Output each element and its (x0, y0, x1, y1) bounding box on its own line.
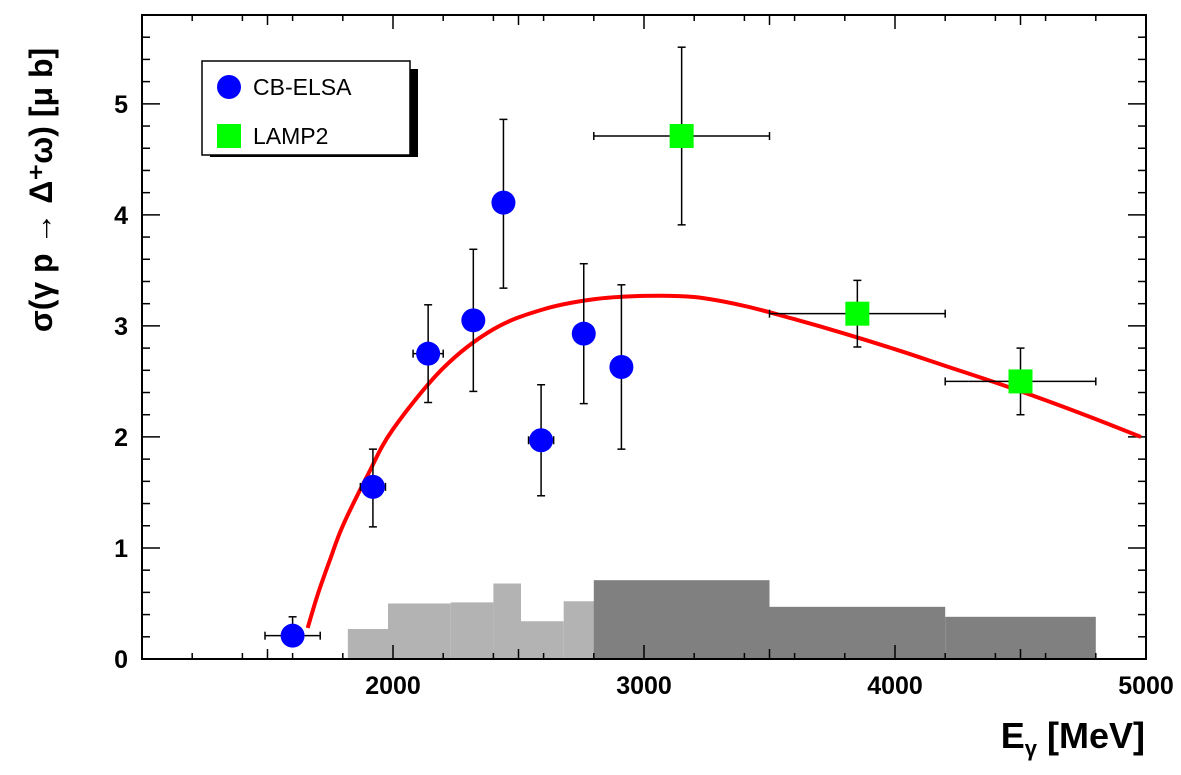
x-axis-title-unit: [MeV] (1037, 715, 1145, 756)
systematic-error-bands (347, 580, 1096, 659)
x-axis-title-subscript: γ (1025, 736, 1038, 761)
legend-label-lamp2: LAMP2 (253, 123, 328, 149)
y-tick-label: 2 (114, 424, 128, 452)
axis-ticks (142, 15, 1147, 660)
point-cb-elsa-0 (280, 623, 305, 648)
legend-label-cb-elsa: CB-ELSA (253, 74, 352, 100)
x-tick-label: 3000 (616, 672, 672, 700)
point-cb-elsa-5 (529, 428, 554, 453)
y-tick-label: 4 (114, 202, 128, 230)
y-axis-title: σ(γ p → Δ⁺ω) [μ b] (23, 48, 59, 332)
point-cb-elsa-3 (461, 308, 486, 333)
legend: CB-ELSA LAMP2 (201, 60, 418, 157)
point-cb-elsa-6 (571, 321, 596, 346)
systematic-bin-0-1 (387, 603, 451, 659)
x-tick-label: 5000 (1118, 672, 1174, 700)
fit-curve (305, 293, 1142, 629)
point-cb-elsa-7 (609, 354, 634, 379)
y-tick-label: 1 (114, 535, 128, 563)
systematic-bin-1-1 (769, 606, 946, 659)
systematic-bin-0-3 (493, 583, 522, 659)
y-tick-label: 0 (114, 646, 128, 674)
x-tick-label: 2000 (365, 672, 421, 700)
data-markers (280, 124, 1033, 648)
systematic-bin-0-0 (347, 629, 388, 659)
x-axis-title-main: E (1001, 715, 1025, 756)
y-tick-label: 3 (114, 313, 128, 341)
point-lamp2-0 (669, 124, 694, 149)
point-lamp2-2 (1008, 369, 1033, 394)
point-cb-elsa-1 (360, 474, 385, 499)
systematic-bin-0-2 (450, 602, 494, 659)
y-tick-label: 5 (114, 91, 128, 119)
systematic-bin-0-4 (521, 621, 564, 659)
x-tick-label: 4000 (867, 672, 923, 700)
x-axis-title: Eγ [MeV] (1001, 715, 1145, 761)
tick-labels: 2000 3000 4000 5000 0 1 2 3 4 5 (114, 91, 1174, 700)
point-cb-elsa-4 (491, 190, 516, 215)
point-cb-elsa-2 (416, 341, 441, 366)
systematic-bin-1-0 (593, 580, 770, 659)
point-lamp2-1 (845, 301, 870, 326)
legend-marker-cb-elsa (217, 75, 241, 99)
legend-marker-lamp2 (217, 124, 241, 148)
